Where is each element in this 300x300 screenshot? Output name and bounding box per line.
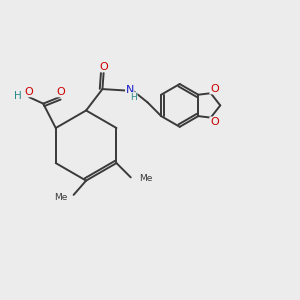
Text: H: H xyxy=(14,91,22,100)
Text: N: N xyxy=(126,85,134,95)
Text: Me: Me xyxy=(139,174,152,183)
Text: O: O xyxy=(25,87,33,97)
Text: Me: Me xyxy=(54,194,68,202)
Text: O: O xyxy=(210,117,219,127)
Text: O: O xyxy=(56,87,65,97)
Text: H: H xyxy=(130,93,137,102)
Text: O: O xyxy=(100,62,109,72)
Text: O: O xyxy=(210,84,219,94)
